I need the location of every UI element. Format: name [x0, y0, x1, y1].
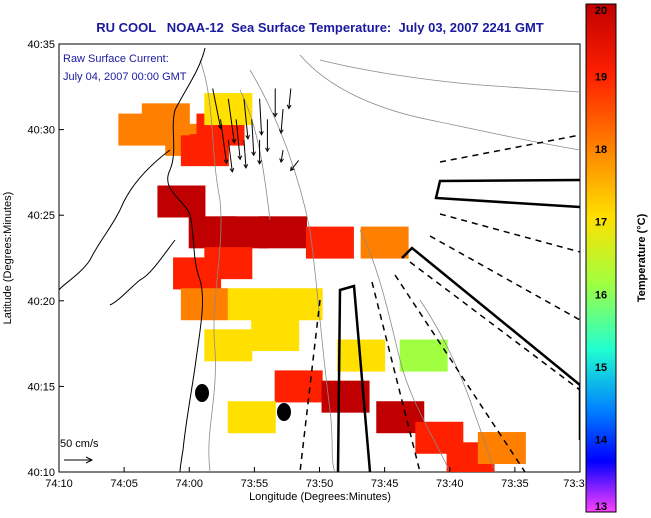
current-vector [257, 139, 262, 165]
colorbar-tick-label: 14 [595, 434, 608, 446]
sst-cell [274, 288, 323, 321]
colorbar-tick-label: 17 [595, 217, 607, 229]
current-vectors [212, 88, 300, 173]
x-tick-label: 73:45 [371, 478, 399, 490]
radar-site-marker [195, 384, 209, 402]
current-vector [278, 109, 284, 135]
sst-cell [305, 226, 354, 259]
sst-cell [251, 319, 300, 352]
scale-label: 50 cm/s [60, 438, 99, 450]
y-tick-label: 40:35 [27, 39, 55, 51]
y-tick-label: 40:10 [27, 467, 55, 479]
sst-cell [204, 329, 253, 362]
y-tick-label: 40:20 [27, 296, 55, 308]
current-vector [290, 160, 300, 172]
current-time: July 04, 2007 00:00 GMT [63, 71, 187, 83]
y-axis-label: Latitude (Degrees:Minutes) [2, 192, 14, 325]
sst-cell [477, 432, 526, 465]
sst-cell [227, 288, 276, 321]
colorbar-tick-label: 20 [595, 5, 607, 17]
x-tick-label: 74:10 [45, 478, 73, 490]
radar-coverage-lines [299, 134, 580, 472]
y-tick-label: 40:30 [27, 125, 55, 137]
current-vector [259, 98, 264, 136]
bathymetry-contours [199, 54, 580, 472]
sst-cell [157, 185, 206, 218]
colorbar-tick-label: 19 [595, 72, 607, 84]
sst-cell [180, 288, 229, 321]
current-vector [286, 88, 292, 110]
current-vector [243, 98, 250, 140]
x-tick-label: 73:50 [306, 478, 334, 490]
y-tick-label: 40:15 [27, 381, 55, 393]
current-label: Raw Surface Current: [63, 53, 169, 65]
current-vector [279, 150, 284, 164]
sst-cell [360, 226, 409, 259]
y-tick-label: 40:25 [27, 210, 55, 222]
colorbar-ticks: 20 19 18 17 16 15 14 13 [595, 5, 608, 513]
current-vector [227, 98, 237, 144]
sst-cell [118, 113, 167, 146]
current-vector [227, 139, 235, 173]
current-vector [251, 119, 256, 157]
x-axis-label: Longitude (Degrees:Minutes) [249, 491, 391, 503]
x-tick-label: 73:55 [241, 478, 269, 490]
current-vector [220, 119, 229, 165]
sst-cell [399, 339, 448, 372]
colorbar-label: Temperature (°C) [636, 213, 648, 302]
x-axis-ticks: 74:10 74:05 74:00 73:55 73:50 73:45 73:40 73:35… [45, 467, 585, 490]
x-tick-label: 74:00 [175, 478, 203, 490]
colorbar [585, 3, 617, 513]
x-tick-label: 73:3 [563, 478, 584, 490]
scale-arrow [64, 456, 94, 464]
sst-cell [227, 401, 276, 434]
radar-site-marker [277, 403, 291, 421]
x-tick-label: 73:35 [501, 478, 529, 490]
sst-cell [204, 247, 253, 280]
current-vector [265, 119, 270, 153]
x-tick-label: 73:40 [436, 478, 464, 490]
y-axis-ticks: 40:35 40:30 40:25 40:20 40:15 40:10 [27, 39, 64, 479]
sst-cell [259, 216, 308, 249]
current-vector [243, 139, 249, 169]
current-vector [272, 88, 278, 118]
colorbar-tick-label: 13 [595, 501, 607, 513]
current-vector [235, 119, 243, 161]
sst-cell [274, 370, 323, 403]
colorbar-tick-label: 15 [595, 362, 607, 374]
map-title: RU COOL NOAA-12 Sea Surface Temperature:… [96, 20, 544, 35]
coastline [59, 47, 206, 472]
colorbar-tick-label: 16 [595, 289, 607, 301]
colorbar-tick-label: 18 [595, 144, 607, 156]
x-tick-label: 74:05 [110, 478, 138, 490]
